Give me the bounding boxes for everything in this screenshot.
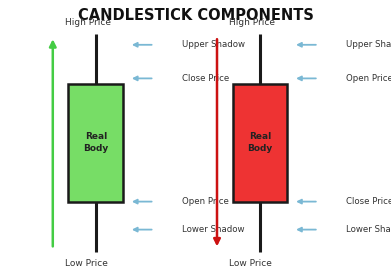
Text: Lower Shadow: Lower Shadow (182, 225, 244, 234)
Text: High Price: High Price (65, 18, 111, 27)
Text: Low Price: Low Price (65, 259, 108, 268)
Text: Close Price: Close Price (182, 74, 229, 83)
Text: Upper Shadow: Upper Shadow (182, 40, 245, 49)
Text: High Price: High Price (229, 18, 275, 27)
Text: CANDLESTICK COMPONENTS: CANDLESTICK COMPONENTS (77, 8, 314, 24)
Text: Close Price: Close Price (346, 197, 391, 206)
Text: Real
Body: Real Body (248, 132, 273, 153)
Text: Open Price: Open Price (346, 74, 391, 83)
Text: Upper Shadow: Upper Shadow (346, 40, 391, 49)
Text: Real
Body: Real Body (83, 132, 108, 153)
Bar (68, 84, 123, 202)
Text: Low Price: Low Price (229, 259, 272, 268)
Text: Open Price: Open Price (182, 197, 229, 206)
Text: Lower Shadow: Lower Shadow (346, 225, 391, 234)
Bar (233, 84, 287, 202)
